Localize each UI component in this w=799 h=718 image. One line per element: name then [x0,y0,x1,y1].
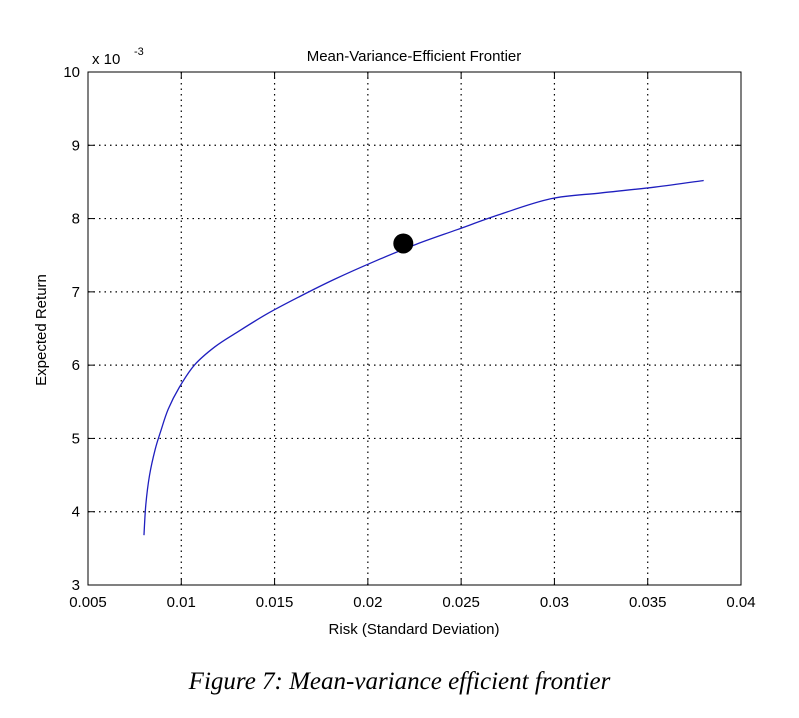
y-tick-label: 4 [72,504,80,521]
x-tick-labels: 0.005 0.01 0.015 0.02 0.025 0.03 0.035 0.04 [69,594,755,611]
x-tick-label: 0.02 [353,594,382,611]
y-tick-label: 5 [72,430,80,447]
frontier-line [143,179,704,536]
x-tick-label: 0.035 [629,594,667,611]
y-tick-label: 7 [72,284,80,301]
series-lines [143,179,704,536]
x-axis-label: Risk (Standard Deviation) [329,621,500,638]
figure-caption: Figure 7: Mean-variance efficient fronti… [188,668,611,695]
x-tick-label: 0.005 [69,594,107,611]
chart-title: Mean-Variance-Efficient Frontier [307,48,522,65]
y-tick-label: 10 [63,64,80,81]
y-exponent-power: -3 [134,46,144,58]
highlight-points [393,233,414,254]
x-tick-label: 0.01 [167,594,196,611]
x-tick-label: 0.025 [442,594,480,611]
plot-area [88,72,741,585]
plot-frame [87,71,742,586]
y-tick-labels: 3 4 5 6 7 8 9 10 [63,64,80,594]
x-tick-label: 0.04 [726,594,755,611]
y-axis-label: Expected Return [33,274,50,386]
x-tick-label: 0.03 [540,594,569,611]
highlight-point [393,233,414,254]
y-tick-label: 9 [72,137,80,154]
frontier-chart: 0.005 0.01 0.015 0.02 0.025 0.03 0.035 0.04 3 4 5… [33,46,756,638]
y-tick-label: 6 [72,357,80,374]
y-exponent-label: x 10 [92,51,120,68]
y-tick-label: 8 [72,211,80,228]
x-tick-label: 0.015 [256,594,294,611]
y-tick-label: 3 [72,577,80,594]
